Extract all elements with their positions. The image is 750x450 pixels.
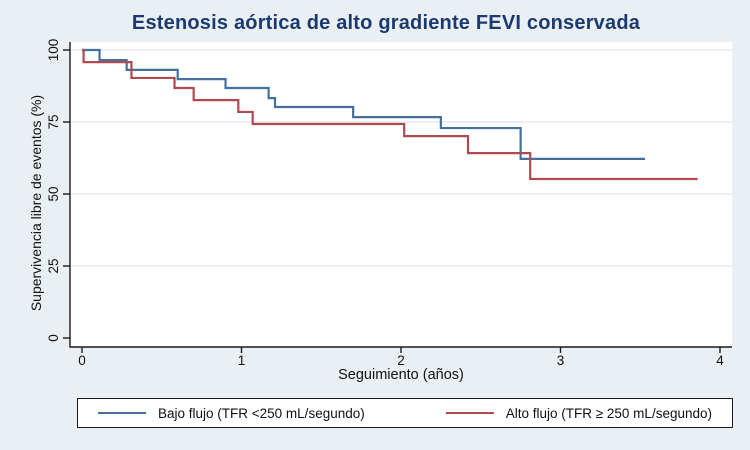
axes — [69, 42, 732, 348]
legend-label-bajo-flujo: Bajo flujo (TFR <250 mL/segundo) — [158, 405, 365, 421]
svg-text:25: 25 — [46, 258, 61, 273]
y-axis-ticks: 0 25 50 75 100 — [46, 39, 70, 342]
km-curves — [82, 48, 698, 181]
svg-text:3: 3 — [557, 353, 565, 368]
alto-flujo-line-swatch — [445, 411, 494, 415]
legend-item-alto-flujo: Alto flujo (TFR ≥ 250 mL/segundo) — [445, 405, 712, 421]
legend: Bajo flujo (TFR <250 mL/segundo) Alto fl… — [77, 398, 733, 428]
svg-text:0: 0 — [78, 353, 86, 368]
svg-text:100: 100 — [46, 39, 61, 62]
svg-text:75: 75 — [46, 114, 61, 129]
chart-title: Estenosis aórtica de alto gradiente FEVI… — [131, 12, 641, 34]
x-axis-label: Seguimiento (años) — [338, 367, 464, 383]
legend-label-alto-flujo: Alto flujo (TFR ≥ 250 mL/segundo) — [505, 405, 712, 421]
svg-text:1: 1 — [238, 353, 246, 368]
bajo-flujo-line-swatch — [98, 411, 146, 415]
svg-text:50: 50 — [46, 186, 61, 201]
svg-text:0: 0 — [46, 334, 61, 342]
svg-text:2: 2 — [397, 353, 405, 368]
x-axis-ticks: 0 1 2 3 4 — [78, 347, 724, 368]
gridlines — [70, 49, 732, 267]
legend-item-bajo-flujo: Bajo flujo (TFR <250 mL/segundo) — [98, 406, 365, 421]
svg-text:4: 4 — [716, 353, 724, 368]
km-curve-alto-flujo — [82, 48, 698, 181]
plot-area: 0 25 50 75 100 0 1 2 3 4 — [46, 39, 732, 368]
